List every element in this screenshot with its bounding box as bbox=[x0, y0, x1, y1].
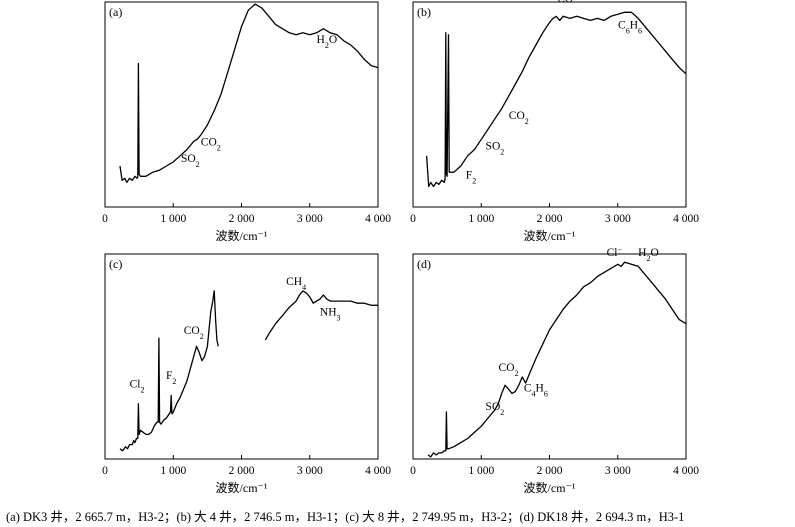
x-tick-label: 2 000 bbox=[537, 213, 563, 225]
x-tick-label: 3 000 bbox=[605, 213, 631, 225]
panel-label: (c) bbox=[109, 257, 122, 271]
x-tick-label: 2 000 bbox=[537, 465, 563, 477]
x-tick-label: 4 000 bbox=[673, 465, 699, 477]
figure-caption: (a) DK3 井，2 665.7 m，H3-2；(b) 大 4 井，2 746… bbox=[6, 510, 685, 524]
x-tick-label: 1 000 bbox=[160, 465, 186, 477]
x-tick-label: 2 000 bbox=[229, 213, 255, 225]
peak-annotation: C6H6 bbox=[618, 20, 642, 36]
peak-annotation: Cl− bbox=[607, 245, 623, 260]
x-tick-label: 1 000 bbox=[160, 213, 186, 225]
x-tick-label: 4 000 bbox=[365, 213, 391, 225]
x-tick-label: 0 bbox=[102, 213, 108, 225]
peak-annotation: C4H6 bbox=[524, 382, 548, 398]
x-tick-label: 0 bbox=[410, 465, 416, 477]
x-axis-label: 波数/cm⁻¹ bbox=[216, 228, 268, 243]
peak-annotation: F2 bbox=[466, 169, 476, 185]
chart-panel-4: 0 1 000 2 000 3 000 4 000 波数/cm⁻¹ (d) SO2 CO2 C4H… bbox=[410, 245, 699, 495]
peak-annotation: CO bbox=[249, 0, 265, 1]
peak-annotation: CO2 bbox=[201, 137, 221, 153]
peak-annotation: CO2 bbox=[499, 362, 519, 378]
x-tick-label: 3 000 bbox=[297, 465, 323, 477]
panel-label: (a) bbox=[109, 5, 122, 19]
x-tick-label: 0 bbox=[410, 213, 416, 225]
x-tick-label: 2 000 bbox=[229, 465, 255, 477]
spectrum-line bbox=[119, 3, 379, 184]
panel-label: (d) bbox=[417, 257, 431, 271]
peak-annotation: SO2 bbox=[181, 153, 200, 169]
peak-annotation: F2 bbox=[166, 370, 176, 386]
peak-annotation: CO bbox=[557, 0, 573, 5]
plot-frame bbox=[104, 253, 379, 460]
plot-frame bbox=[412, 253, 687, 460]
peak-annotation: H2O bbox=[638, 247, 659, 263]
x-tick-label: 4 000 bbox=[673, 213, 699, 225]
peak-annotation: NH3 bbox=[320, 307, 341, 323]
x-tick-label: 3 000 bbox=[605, 465, 631, 477]
spectrum-line bbox=[264, 290, 378, 341]
plot-frame bbox=[412, 1, 687, 208]
panel-label: (b) bbox=[417, 5, 431, 19]
x-tick-label: 1 000 bbox=[468, 465, 494, 477]
peak-annotation: CH4 bbox=[286, 276, 306, 292]
x-tick-label: 0 bbox=[102, 465, 108, 477]
x-tick-label: 3 000 bbox=[297, 213, 323, 225]
peak-annotation: CO2 bbox=[509, 110, 529, 126]
x-tick-label: 1 000 bbox=[468, 213, 494, 225]
x-axis-label: 波数/cm⁻¹ bbox=[524, 480, 576, 495]
peak-annotation: H2O bbox=[317, 34, 338, 50]
x-axis-label: 波数/cm⁻¹ bbox=[216, 480, 268, 495]
peak-annotation: SO2 bbox=[486, 401, 505, 417]
spectrum-line bbox=[425, 11, 687, 188]
spectrum-line bbox=[119, 290, 219, 452]
peak-annotation: SO2 bbox=[486, 141, 505, 157]
peak-annotation: CO2 bbox=[184, 325, 204, 341]
chart-panel-3: 0 1 000 2 000 3 000 4 000 波数/cm⁻¹ (c) Cl2 F2 CO2 C… bbox=[102, 253, 391, 495]
spectrum-line bbox=[427, 261, 687, 458]
x-tick-label: 4 000 bbox=[365, 465, 391, 477]
x-axis-label: 波数/cm⁻¹ bbox=[524, 228, 576, 243]
peak-annotation: Cl2 bbox=[130, 378, 145, 394]
